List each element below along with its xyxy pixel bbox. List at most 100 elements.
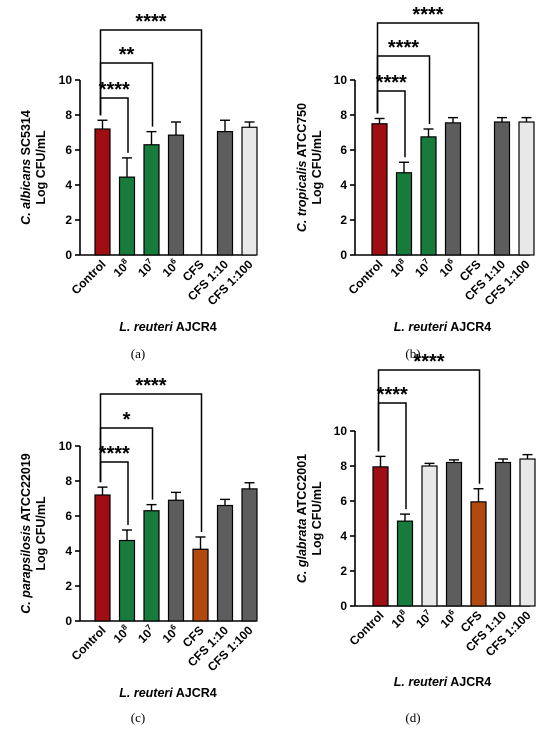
y-axis-label: C. albicans SC5314 — [19, 110, 33, 225]
x-tick-label-text: Control — [346, 257, 386, 297]
y-tick-label: 6 — [65, 143, 72, 157]
x-axis-label: L. reuteri AJCR4 — [119, 320, 217, 334]
x-tick-label: 107 — [134, 256, 158, 280]
x-tick-label-text: Control — [69, 623, 109, 663]
y-tick-label: 10 — [59, 439, 73, 453]
bar-2 — [420, 136, 437, 256]
x-tick-label: 106 — [159, 256, 183, 280]
bar-0 — [372, 466, 389, 607]
significance-label: **** — [412, 4, 443, 26]
x-tick-superscript: 7 — [144, 256, 154, 266]
y-axis-unit: Log CFU/mL — [34, 130, 48, 205]
y-axis-label: C. glabrata ATCC2001 — [295, 454, 309, 583]
x-tick-superscript: 7 — [422, 607, 432, 617]
x-axis-label: L. reuteri AJCR4 — [119, 686, 217, 700]
significance-label: ** — [119, 44, 135, 66]
y-tick-label: 0 — [65, 248, 72, 262]
y-tick-label: 10 — [59, 73, 73, 87]
y-tick-label: 2 — [340, 213, 347, 227]
x-tick-superscript: 8 — [119, 622, 129, 632]
bar-3 — [444, 122, 462, 256]
panel-caption: (d) — [405, 710, 420, 725]
x-axis-label-species: L. reuteri — [394, 675, 448, 689]
y-tick-label: 8 — [340, 459, 347, 473]
bar-6 — [241, 126, 258, 256]
significance-bracket — [377, 369, 481, 484]
bar-3 — [167, 134, 185, 256]
x-tick-label: 108 — [110, 622, 134, 646]
x-tick-superscript: 6 — [446, 607, 456, 617]
y-tick-label: 2 — [65, 213, 72, 227]
x-axis-label-species: L. reuteri — [394, 320, 448, 334]
x-axis-label: L. reuteri AJCR4 — [394, 320, 492, 334]
significance-label: **** — [377, 384, 408, 406]
x-tick-superscript: 8 — [119, 256, 129, 266]
x-tick-label: 107 — [411, 256, 435, 280]
x-axis-label-species: L. reuteri — [119, 320, 173, 334]
x-axis-label: L. reuteri AJCR4 — [394, 675, 492, 689]
bar-2 — [143, 510, 160, 622]
x-tick-label: 108 — [388, 607, 412, 631]
panel-caption: (c) — [131, 710, 145, 725]
x-tick-label: Control — [347, 608, 387, 648]
bar-1 — [118, 539, 136, 622]
significance-label: **** — [99, 79, 130, 101]
x-axis-label-strain: AJCR4 — [447, 320, 491, 334]
y-axis-unit: Log CFU/mL — [310, 481, 324, 556]
bar-0 — [371, 123, 388, 256]
bar-5 — [493, 121, 511, 256]
y-tick-label: 8 — [340, 108, 347, 122]
x-tick-superscript: 6 — [168, 622, 178, 632]
bar-0 — [94, 128, 111, 256]
bar-1 — [396, 520, 414, 607]
panel-caption: (a) — [131, 346, 145, 361]
significance-bracket — [376, 22, 480, 255]
y-axis-label: C. tropicalis ATCC750 — [295, 103, 309, 232]
bar-1 — [118, 176, 136, 256]
y-axis-label-strain: ATCC2001 — [295, 454, 309, 519]
y-tick-label: 6 — [340, 143, 347, 157]
bar-6 — [519, 458, 536, 607]
significance-bracket — [99, 29, 203, 255]
x-tick-superscript: 8 — [397, 607, 407, 617]
bar-2 — [143, 144, 160, 256]
y-tick-label: 8 — [65, 474, 72, 488]
significance-bracket — [99, 393, 203, 532]
y-tick-label: 0 — [65, 614, 72, 628]
significance-label: **** — [99, 443, 130, 465]
x-tick-label: 107 — [134, 622, 158, 646]
y-tick-label: 4 — [65, 544, 72, 558]
bar-4 — [192, 548, 209, 622]
bar-5 — [494, 461, 512, 607]
bar-5 — [216, 504, 234, 622]
x-tick-superscript: 6 — [445, 256, 455, 266]
x-tick-label: Control — [69, 623, 109, 663]
x-tick-label: 106 — [437, 607, 461, 631]
y-tick-label: 10 — [334, 424, 348, 438]
y-axis-unit: Log CFU/mL — [310, 130, 324, 205]
y-tick-label: 6 — [340, 494, 347, 508]
x-axis-label-species: L. reuteri — [119, 686, 173, 700]
significance-label: **** — [388, 37, 419, 59]
y-axis-label-species: C. tropicalis — [295, 161, 309, 233]
bar-1 — [395, 172, 413, 256]
y-tick-label: 4 — [65, 178, 72, 192]
x-axis-label-strain: AJCR4 — [173, 320, 217, 334]
x-tick-label: 106 — [159, 622, 183, 646]
x-tick-superscript: 7 — [421, 256, 431, 266]
x-tick-superscript: 8 — [396, 256, 406, 266]
bar-3 — [167, 499, 185, 622]
y-tick-label: 4 — [340, 529, 347, 543]
y-tick-label: 2 — [340, 564, 347, 578]
bar-5 — [216, 131, 234, 256]
y-axis-label-species: C. albicans — [19, 159, 33, 225]
x-tick-label: Control — [69, 257, 109, 297]
bar-6 — [241, 488, 258, 622]
y-axis-label-strain: ATCC22019 — [19, 453, 33, 525]
bar-2 — [421, 465, 438, 607]
